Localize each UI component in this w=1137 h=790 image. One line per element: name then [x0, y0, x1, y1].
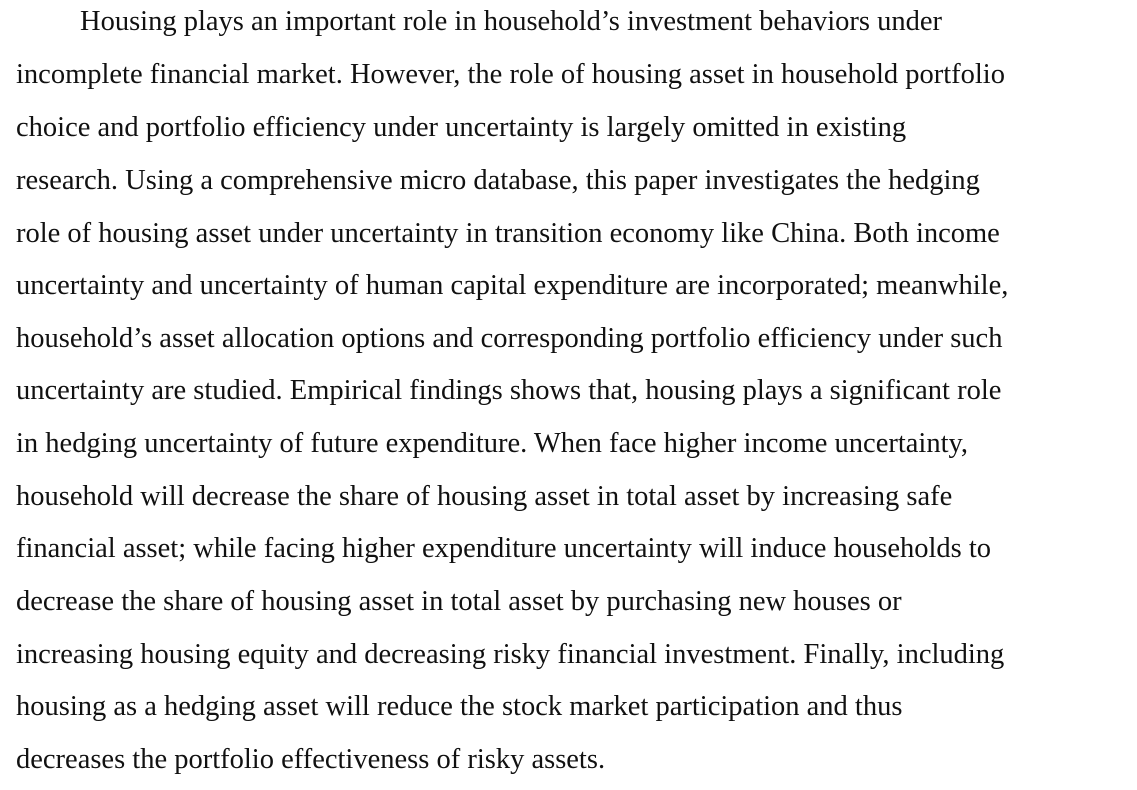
- text-line: financial asset; while facing higher exp…: [16, 533, 992, 564]
- text-line: Housing plays an important role in house…: [80, 6, 942, 37]
- text-line: household will decrease the share of hou…: [16, 481, 953, 512]
- text-line: uncertainty and uncertainty of human cap…: [16, 270, 1009, 301]
- text-line: incomplete financial market. However, th…: [16, 59, 1005, 90]
- text-line: housing as a hedging asset will reduce t…: [16, 691, 903, 722]
- text-line: uncertainty are studied. Empirical findi…: [16, 375, 1002, 406]
- text-line: choice and portfolio efficiency under un…: [16, 112, 907, 143]
- text-line: decreases the portfolio effectiveness of…: [16, 744, 606, 775]
- text-line: increasing housing equity and decreasing…: [16, 639, 1005, 670]
- text-line: decrease the share of housing asset in t…: [16, 586, 902, 617]
- text-line: household’s asset allocation options and…: [16, 323, 1003, 354]
- text-line: role of housing asset under uncertainty …: [16, 218, 1000, 249]
- text-line: in hedging uncertainty of future expendi…: [16, 428, 969, 459]
- text-line: research. Using a comprehensive micro da…: [16, 165, 980, 196]
